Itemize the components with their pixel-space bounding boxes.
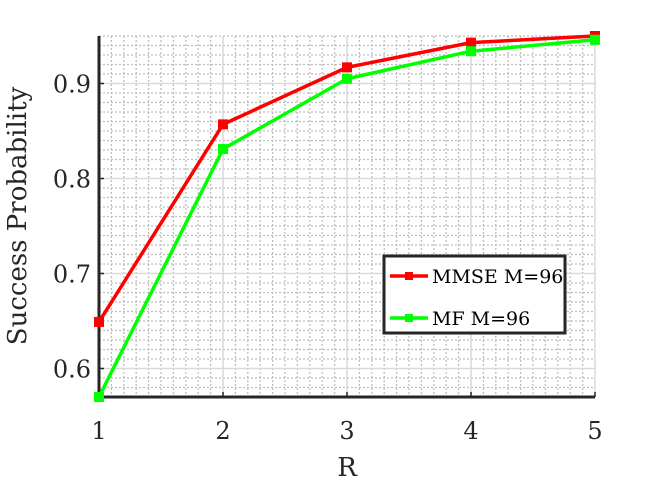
- legend-marker-mmse: [405, 272, 413, 280]
- x-tick-label: 4: [463, 417, 478, 445]
- x-tick-label: 2: [215, 417, 230, 445]
- legend-label-mf: MF M=96: [432, 308, 530, 330]
- x-tick-label: 5: [587, 417, 602, 445]
- x-tick-label: 3: [339, 417, 354, 445]
- x-tick-label: 1: [91, 417, 106, 445]
- legend-marker-mf: [405, 314, 413, 322]
- data-point-marker: [94, 392, 104, 402]
- tick-labels: 1 2 3 4 5 0.6 0.7 0.8 0.9: [53, 71, 603, 446]
- series-layer: [94, 31, 600, 402]
- y-tick-label: 0.9: [53, 71, 91, 99]
- data-point-marker: [590, 34, 600, 45]
- data-point-marker: [466, 46, 476, 57]
- y-axis-title: Success Probability: [3, 86, 33, 345]
- axes: [97, 36, 596, 399]
- data-point-marker: [94, 316, 104, 327]
- data-point-marker: [342, 73, 352, 84]
- y-tick-label: 0.6: [53, 356, 91, 384]
- y-tick-label: 0.8: [53, 166, 91, 194]
- y-tick-label: 0.7: [53, 261, 91, 289]
- data-point-marker: [218, 144, 228, 155]
- legend: MMSE M=96 MF M=96: [382, 254, 567, 335]
- x-axis-title: R: [337, 453, 358, 483]
- data-point-marker: [466, 37, 476, 48]
- data-point-marker: [218, 119, 228, 130]
- legend-box: [382, 254, 567, 335]
- data-point-marker: [342, 62, 352, 73]
- legend-label-mmse: MMSE M=96: [432, 266, 563, 288]
